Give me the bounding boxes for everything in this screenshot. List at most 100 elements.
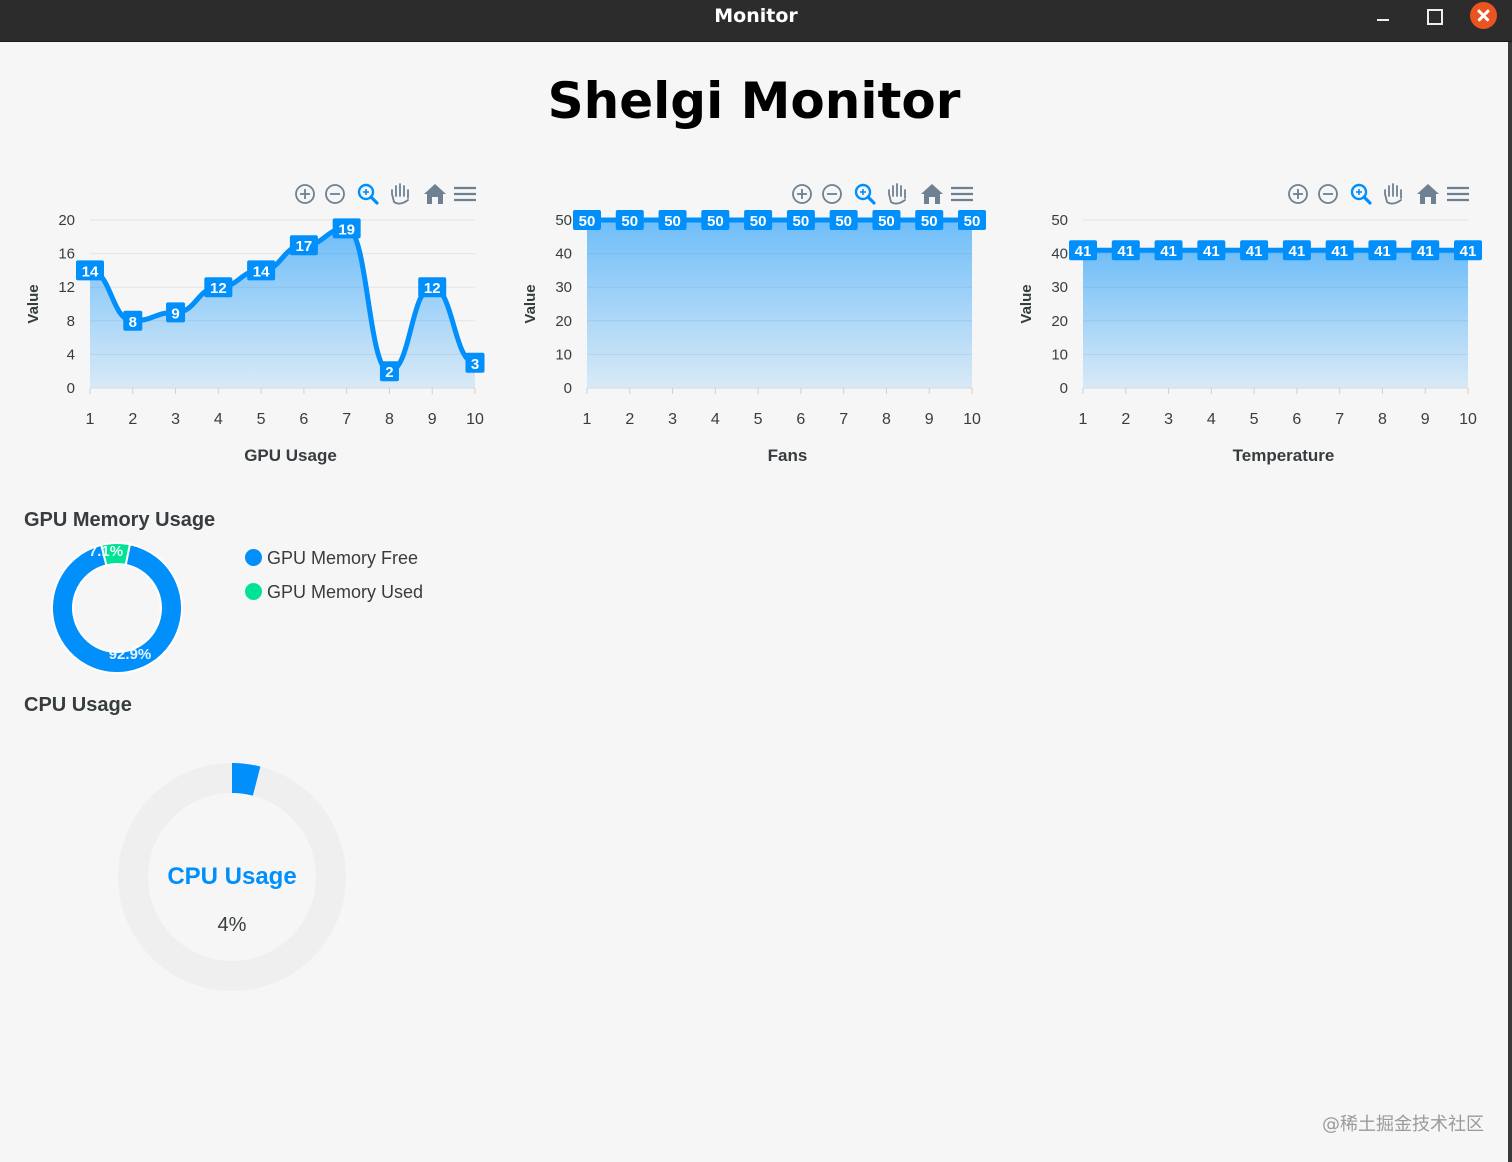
data-label-box — [829, 210, 858, 230]
data-label-box — [204, 277, 233, 298]
data-label-box — [1154, 240, 1183, 261]
data-label-box — [1240, 240, 1269, 261]
x-tick-label: 7 — [342, 411, 351, 428]
donut-slice-free[interactable] — [51, 543, 183, 674]
zoom-select-icon[interactable] — [357, 183, 379, 205]
minimize-icon[interactable] — [1371, 4, 1395, 28]
y-axis-title: Value — [522, 284, 539, 323]
x-tick-label: 8 — [385, 411, 394, 428]
fans-chart: 0 10 20 30 40 50 Value 1 2 3 4 5 6 7 8 9 10 Fans 50 50 50 50 5… — [522, 183, 986, 465]
zoom-out-icon[interactable] — [325, 184, 345, 204]
data-label: 8 — [129, 314, 137, 331]
y-tick-label: 30 — [555, 279, 572, 296]
gpu-memory-title: GPU Memory Usage — [24, 509, 216, 531]
x-tick-label: 9 — [428, 411, 437, 428]
x-tick-label: 3 — [171, 411, 180, 428]
data-label: 17 — [296, 238, 313, 255]
data-label: 50 — [964, 213, 981, 230]
legend-dot-used — [245, 583, 262, 600]
data-label: 50 — [750, 213, 767, 230]
x-tick-label: 10 — [963, 411, 981, 428]
data-label: 50 — [835, 213, 852, 230]
data-label-box — [123, 310, 143, 331]
y-tick-label: 20 — [58, 212, 75, 229]
x-tick-label: 10 — [1459, 411, 1477, 428]
data-label: 12 — [210, 280, 227, 297]
close-icon[interactable] — [1470, 2, 1497, 29]
home-reset-icon[interactable] — [1417, 184, 1439, 204]
x-tick-label: 8 — [882, 411, 891, 428]
x-tick-label: 3 — [1164, 411, 1173, 428]
zoom-in-icon[interactable] — [1288, 184, 1308, 204]
data-label-box — [289, 235, 318, 256]
data-label: 50 — [579, 213, 596, 230]
x-tick-label: 10 — [466, 411, 484, 428]
x-tick-label: 9 — [925, 411, 934, 428]
zoom-in-icon[interactable] — [295, 184, 315, 204]
legend-item-free[interactable]: GPU Memory Free — [245, 545, 423, 579]
data-label: 3 — [471, 356, 479, 373]
x-axis-title: Temperature — [1233, 446, 1335, 465]
radial-value-label: 4% — [218, 914, 247, 936]
y-tick-label: 4 — [67, 346, 75, 363]
legend-label-free: GPU Memory Free — [267, 548, 419, 568]
legend-label-used: GPU Memory Used — [267, 582, 424, 602]
x-tick-label: 7 — [1335, 411, 1344, 428]
x-tick-label: 6 — [796, 411, 805, 428]
y-tick-label: 10 — [555, 346, 572, 363]
x-tick-label: 2 — [625, 411, 634, 428]
data-label-box — [958, 210, 986, 230]
legend-item-used[interactable]: GPU Memory Used — [245, 579, 423, 613]
data-label: 12 — [424, 280, 441, 297]
x-tick-label: 2 — [128, 411, 137, 428]
y-tick-label: 50 — [555, 212, 572, 229]
zoom-out-icon[interactable] — [1318, 184, 1338, 204]
data-label-box — [76, 260, 104, 281]
maximize-icon[interactable] — [1421, 4, 1445, 28]
page-title: Shelgi Monitor — [547, 72, 961, 130]
home-reset-icon[interactable] — [921, 184, 943, 204]
radial-center-label: CPU Usage — [167, 863, 296, 890]
pan-hand-icon[interactable] — [888, 183, 906, 205]
window-titlebar: Monitor — [0, 0, 1512, 42]
x-tick-label: 2 — [1121, 411, 1130, 428]
data-label: 41 — [1331, 243, 1348, 260]
data-label: 50 — [921, 213, 938, 230]
data-label-box — [872, 210, 901, 230]
menu-icon[interactable] — [951, 186, 973, 202]
cpu-usage-radial: CPU Usage 4% — [118, 763, 346, 991]
data-label-box — [744, 210, 773, 230]
menu-icon[interactable] — [454, 186, 476, 202]
x-axis-title: GPU Usage — [244, 446, 337, 465]
data-label-box — [1069, 240, 1097, 261]
series-area — [90, 228, 475, 388]
y-axis-title: Value — [1018, 284, 1035, 323]
pan-hand-icon[interactable] — [391, 183, 409, 205]
zoom-select-icon[interactable] — [1350, 183, 1372, 205]
radial-value-bar — [231, 763, 261, 796]
zoom-out-icon[interactable] — [822, 184, 842, 204]
y-tick-label: 40 — [555, 246, 572, 263]
data-label-box — [247, 260, 276, 281]
home-reset-icon[interactable] — [424, 184, 446, 204]
zoom-select-icon[interactable] — [854, 183, 876, 205]
data-label: 41 — [1160, 243, 1177, 260]
x-tick-label: 1 — [86, 411, 95, 428]
x-tick-label: 4 — [1207, 411, 1216, 428]
y-tick-label: 20 — [555, 313, 572, 330]
pan-hand-icon[interactable] — [1384, 183, 1402, 205]
data-label: 41 — [1417, 243, 1434, 260]
x-tick-label: 9 — [1421, 411, 1430, 428]
data-label-box — [332, 218, 361, 239]
data-label-box — [615, 210, 644, 230]
x-tick-label: 3 — [668, 411, 677, 428]
x-tick-label: 8 — [1378, 411, 1387, 428]
y-tick-label: 12 — [58, 279, 75, 296]
series-area — [587, 220, 972, 388]
zoom-in-icon[interactable] — [792, 184, 812, 204]
menu-icon[interactable] — [1447, 186, 1469, 202]
x-tick-label: 6 — [299, 411, 308, 428]
x-tick-label: 6 — [1292, 411, 1301, 428]
data-label-box — [1111, 240, 1140, 261]
data-label-box — [1282, 240, 1311, 261]
